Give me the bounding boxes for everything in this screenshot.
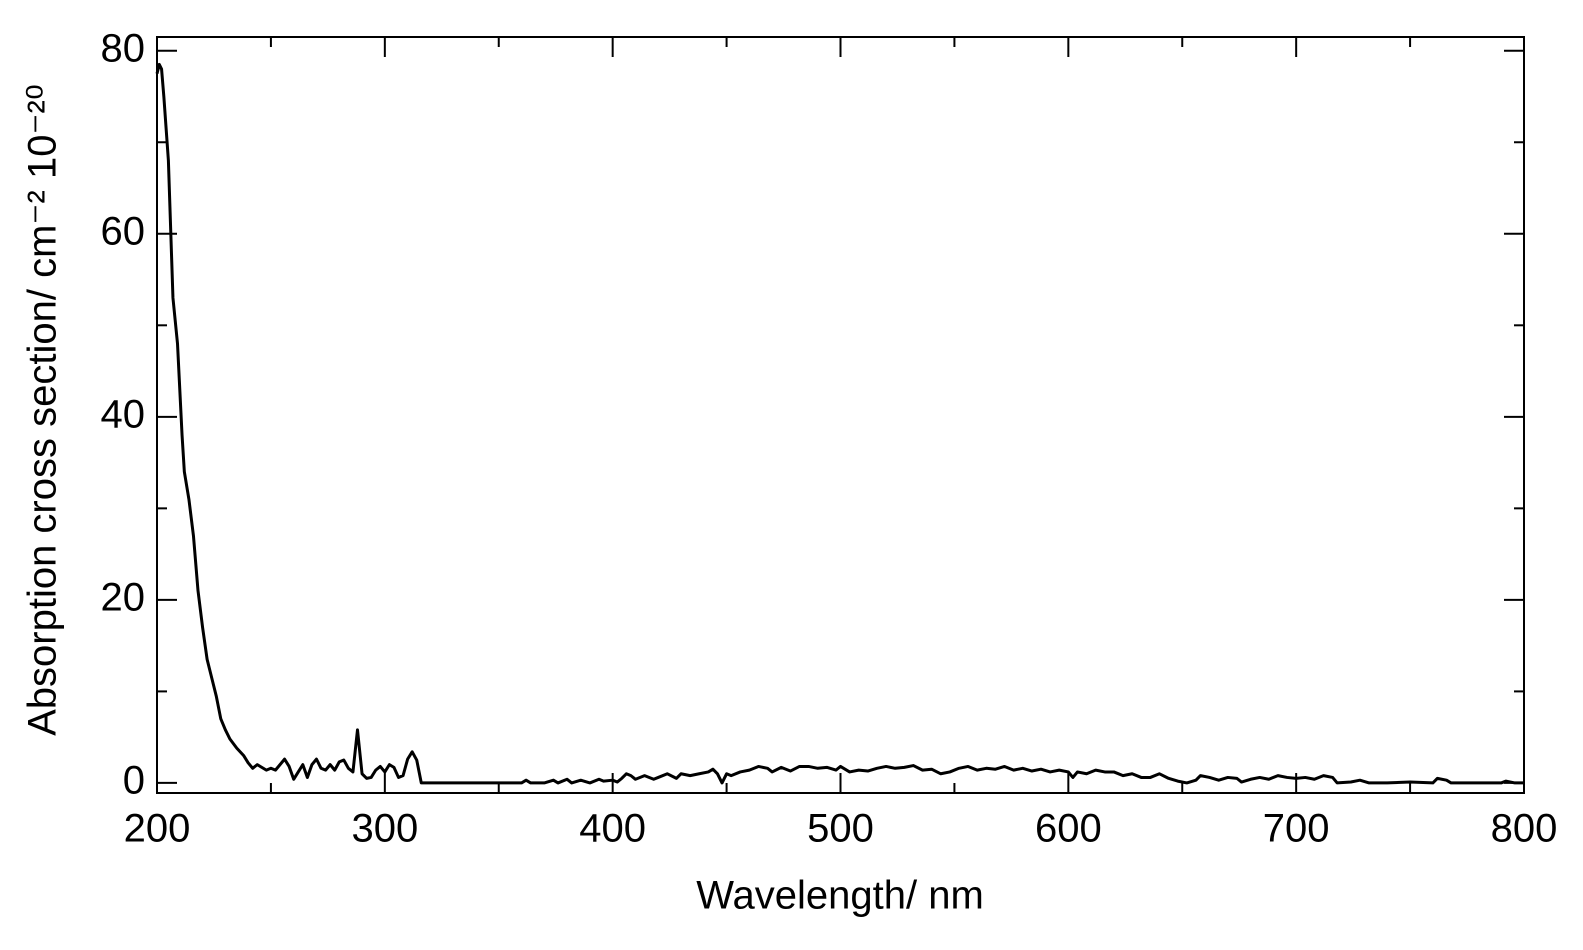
x-tick-label: 300 [351, 807, 418, 851]
x-tick-label: 600 [1035, 807, 1102, 851]
plot-frame [156, 36, 1525, 794]
y-tick-label: 60 [101, 209, 146, 253]
x-tick-label: 700 [1263, 807, 1330, 851]
y-tick-label: 20 [101, 575, 146, 619]
data-line [155, 62, 1524, 785]
x-axis-label: Wavelength/ nm [696, 874, 984, 918]
x-tick-label: 500 [807, 807, 874, 851]
y-tick-label: 0 [123, 758, 145, 802]
y-axis-label: Absorption cross section/ cm⁻² 10⁻²⁰ [21, 84, 65, 736]
y-tick-label: 40 [101, 392, 146, 436]
y-tick-label: 80 [101, 26, 146, 70]
x-tick-label: 800 [1491, 807, 1558, 851]
x-tick-label: 400 [579, 807, 646, 851]
x-tick-label: 200 [124, 807, 191, 851]
